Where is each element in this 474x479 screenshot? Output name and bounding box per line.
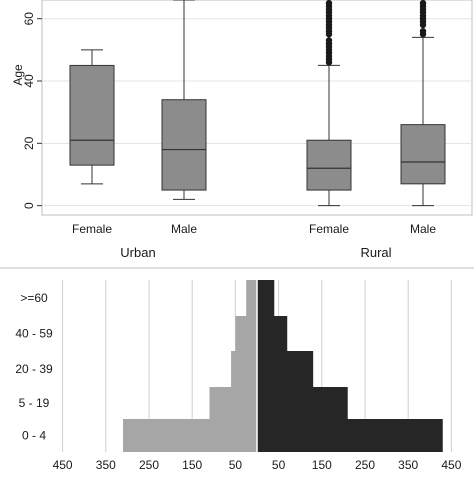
pyramid-category-labels: >=60 40 - 59 20 - 39 5 - 19 0 - 4 bbox=[15, 291, 53, 443]
iqr-box bbox=[306, 139, 352, 191]
pyramid-bars bbox=[123, 280, 443, 452]
box-category-label: Male bbox=[410, 222, 436, 236]
iqr-box bbox=[400, 124, 446, 185]
outlier-point bbox=[419, 27, 427, 35]
iqr-box bbox=[69, 64, 115, 166]
box-plot-panel: Age 0 20 40 60 Female Male Female Male Urban Rur… bbox=[11, 0, 473, 260]
age-group-label: 5 - 19 bbox=[19, 396, 50, 410]
y-tick-label: 60 bbox=[22, 12, 36, 26]
box-category-label: Female bbox=[72, 222, 112, 236]
y-tick-label: 40 bbox=[22, 74, 36, 88]
box-rural-male bbox=[400, 0, 446, 207]
y-tick-label: 0 bbox=[22, 202, 36, 209]
box-rural-female bbox=[306, 0, 352, 207]
x-tick-label: 450 bbox=[53, 458, 73, 472]
x-tick-label: 50 bbox=[272, 458, 286, 472]
y-axis-label: Age bbox=[11, 64, 25, 86]
age-group-label: 20 - 39 bbox=[15, 362, 53, 376]
group-label: Urban bbox=[120, 245, 155, 260]
outlier-point bbox=[325, 0, 333, 7]
group-label: Rural bbox=[360, 245, 391, 260]
x-tick-label: 250 bbox=[355, 458, 375, 472]
box-plot-marks bbox=[69, 0, 446, 207]
x-tick-label: 50 bbox=[229, 458, 243, 472]
x-tick-label: 450 bbox=[441, 458, 461, 472]
x-tick-label: 150 bbox=[312, 458, 332, 472]
age-group-label: >=60 bbox=[20, 291, 48, 305]
left-series-bars bbox=[123, 280, 257, 452]
age-group-label: 0 - 4 bbox=[22, 429, 46, 443]
outlier-point bbox=[325, 37, 333, 44]
pyramid-x-axis-ticks: 450 350 250 150 50 50 150 250 350 450 bbox=[53, 458, 462, 472]
y-tick-label: 20 bbox=[22, 136, 36, 150]
x-tick-label: 150 bbox=[182, 458, 202, 472]
x-tick-label: 250 bbox=[139, 458, 159, 472]
age-group-label: 40 - 59 bbox=[15, 327, 53, 341]
x-tick-label: 350 bbox=[398, 458, 418, 472]
box-category-label: Male bbox=[171, 222, 197, 236]
x-axis-labels: Female Male Female Male Urban Rural bbox=[72, 222, 436, 260]
right-series-bars bbox=[257, 280, 443, 452]
x-tick-label: 350 bbox=[96, 458, 116, 472]
box-urban-male bbox=[161, 0, 207, 200]
population-pyramid-panel: >=60 40 - 59 20 - 39 5 - 19 0 - 4 450 350 250 1… bbox=[15, 280, 462, 472]
box-urban-female bbox=[69, 49, 115, 185]
y-axis-ticks: 0 20 40 60 bbox=[22, 12, 42, 209]
iqr-box bbox=[161, 99, 207, 191]
box-plot-frame bbox=[41, 0, 473, 216]
box-category-label: Female bbox=[309, 222, 349, 236]
outlier-point bbox=[419, 0, 427, 7]
